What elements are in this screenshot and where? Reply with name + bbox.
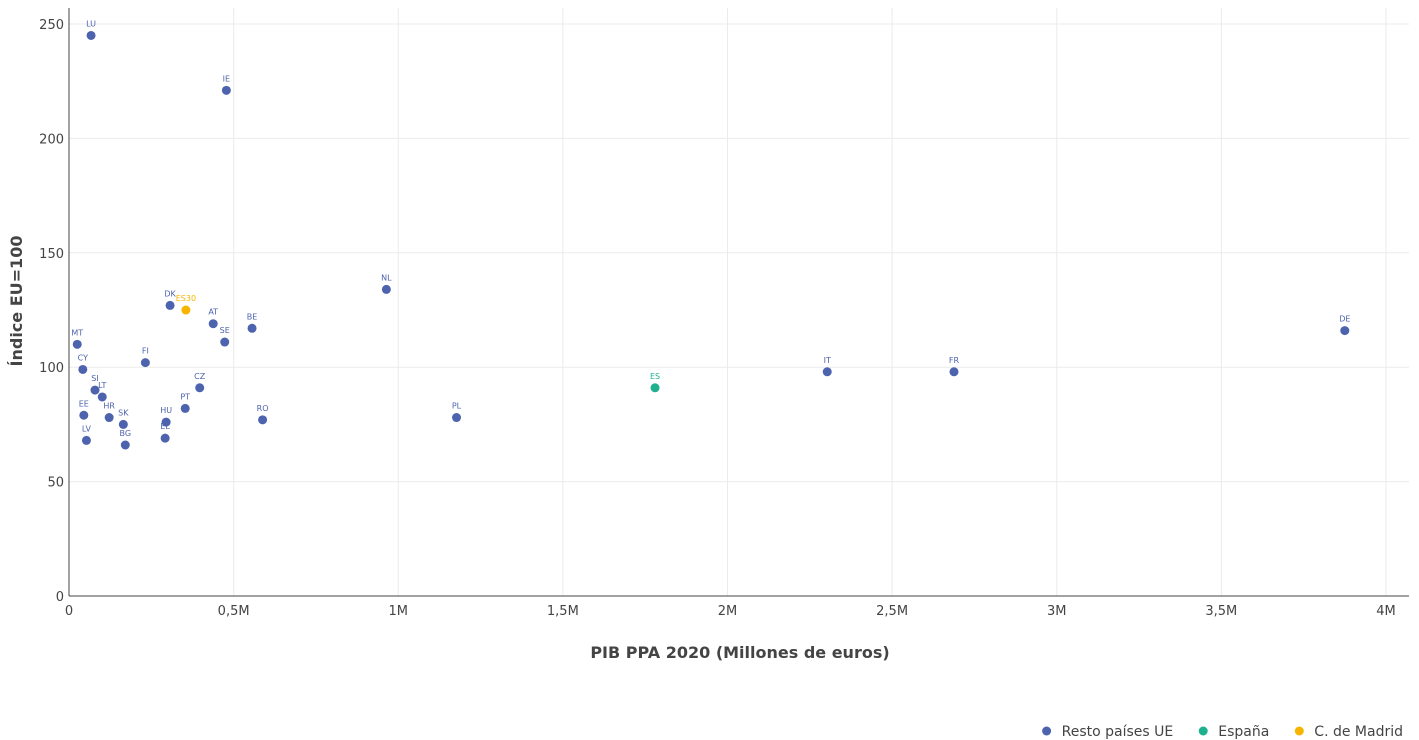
data-point-nl[interactable] <box>381 284 391 294</box>
point-label-de: DE <box>1339 315 1350 324</box>
data-point-es30[interactable] <box>181 305 191 315</box>
data-point-at[interactable] <box>208 319 218 329</box>
point-label-lu: LU <box>86 19 96 28</box>
point-label-el: EL <box>160 422 170 431</box>
data-point-lv[interactable] <box>81 435 91 445</box>
data-point-se[interactable] <box>220 337 230 347</box>
point-label-be: BE <box>247 312 258 321</box>
data-point-de[interactable] <box>1340 326 1350 336</box>
data-point-be[interactable] <box>247 323 257 333</box>
point-label-lt: LT <box>98 381 106 390</box>
point-label-sk: SK <box>118 408 129 417</box>
data-point-ie[interactable] <box>221 85 231 95</box>
y-tick-label: 0 <box>56 590 64 605</box>
data-point-sk[interactable] <box>118 419 128 429</box>
data-point-es[interactable] <box>650 383 660 393</box>
point-label-ro: RO <box>257 404 269 413</box>
y-tick-label: 250 <box>39 18 64 33</box>
legend-marker[interactable] <box>1198 726 1208 736</box>
point-label-hu: HU <box>160 406 172 415</box>
x-tick-label: 1M <box>388 604 408 619</box>
data-point-dk[interactable] <box>165 300 175 310</box>
y-tick-label: 150 <box>39 247 64 262</box>
x-axis-ticks: 0 0,5M 1M 1,5M 2M 2,5M 3M 3,5M 4M <box>65 604 1396 619</box>
y-tick-label: 50 <box>47 476 64 491</box>
data-point-lu[interactable] <box>86 30 96 40</box>
data-point-hr[interactable] <box>104 413 114 423</box>
y-tick-label: 100 <box>39 361 64 376</box>
legend-marker[interactable] <box>1294 726 1304 736</box>
data-point-lt[interactable] <box>97 392 107 402</box>
point-label-pl: PL <box>452 402 462 411</box>
data-point-pl[interactable] <box>452 413 462 423</box>
point-label-nl: NL <box>381 273 392 282</box>
x-tick-label: 2M <box>718 604 738 619</box>
point-label-it: IT <box>824 356 831 365</box>
data-point-it[interactable] <box>822 367 832 377</box>
y-tick-label: 200 <box>39 132 64 147</box>
data-point-bg[interactable] <box>120 440 130 450</box>
y-axis-title: Índice EU=100 <box>7 236 26 367</box>
point-label-es: ES <box>650 372 660 381</box>
point-label-cy: CY <box>78 353 88 362</box>
axes <box>68 8 1409 597</box>
point-label-ee: EE <box>79 399 89 408</box>
point-label-si: SI <box>91 374 98 383</box>
point-label-at: AT <box>208 308 218 317</box>
data-point-pt[interactable] <box>180 403 190 413</box>
x-tick-label: 4M <box>1376 604 1396 619</box>
point-label-ie: IE <box>223 74 230 83</box>
point-label-fr: FR <box>949 356 960 365</box>
point-label-fi: FI <box>142 347 149 356</box>
point-label-hr: HR <box>103 402 115 411</box>
x-tick-label: 1,5M <box>547 604 579 619</box>
grid <box>69 8 1409 596</box>
data-point-hu[interactable] <box>161 417 171 427</box>
point-label-es30: ES30 <box>176 294 196 303</box>
point-label-dk: DK <box>164 289 176 298</box>
legend-label: C. de Madrid <box>1314 724 1403 740</box>
data-point-mt[interactable] <box>72 339 82 349</box>
data-point-fr[interactable] <box>949 367 959 377</box>
data-point-cy[interactable] <box>78 364 88 374</box>
point-label-se: SE <box>220 326 230 335</box>
x-tick-label: 0,5M <box>218 604 250 619</box>
data-point-ee[interactable] <box>79 410 89 420</box>
data-point-si[interactable] <box>90 385 100 395</box>
legend-label: España <box>1218 724 1269 740</box>
data-point-cz[interactable] <box>195 383 205 393</box>
legend[interactable]: C. de Madrid España Resto países UE <box>1042 724 1403 740</box>
x-tick-label: 3M <box>1047 604 1067 619</box>
point-label-cz: CZ <box>194 372 206 381</box>
legend-label: Resto países UE <box>1062 724 1174 740</box>
x-tick-label: 2,5M <box>876 604 908 619</box>
data-point-ro[interactable] <box>258 415 268 425</box>
x-tick-label: 3,5M <box>1205 604 1237 619</box>
data-point-el[interactable] <box>160 433 170 443</box>
point-label-lv: LV <box>82 424 92 433</box>
x-axis-title: PIB PPA 2020 (Millones de euros) <box>590 643 889 662</box>
y-axis-ticks: 0 50 100 150 200 250 <box>39 18 64 605</box>
data-point-fi[interactable] <box>140 358 150 368</box>
x-tick-label: 0 <box>65 604 73 619</box>
point-label-mt: MT <box>71 328 83 337</box>
point-label-bg: BG <box>120 429 132 438</box>
legend-marker[interactable] <box>1042 726 1052 736</box>
point-label-pt: PT <box>180 392 190 401</box>
